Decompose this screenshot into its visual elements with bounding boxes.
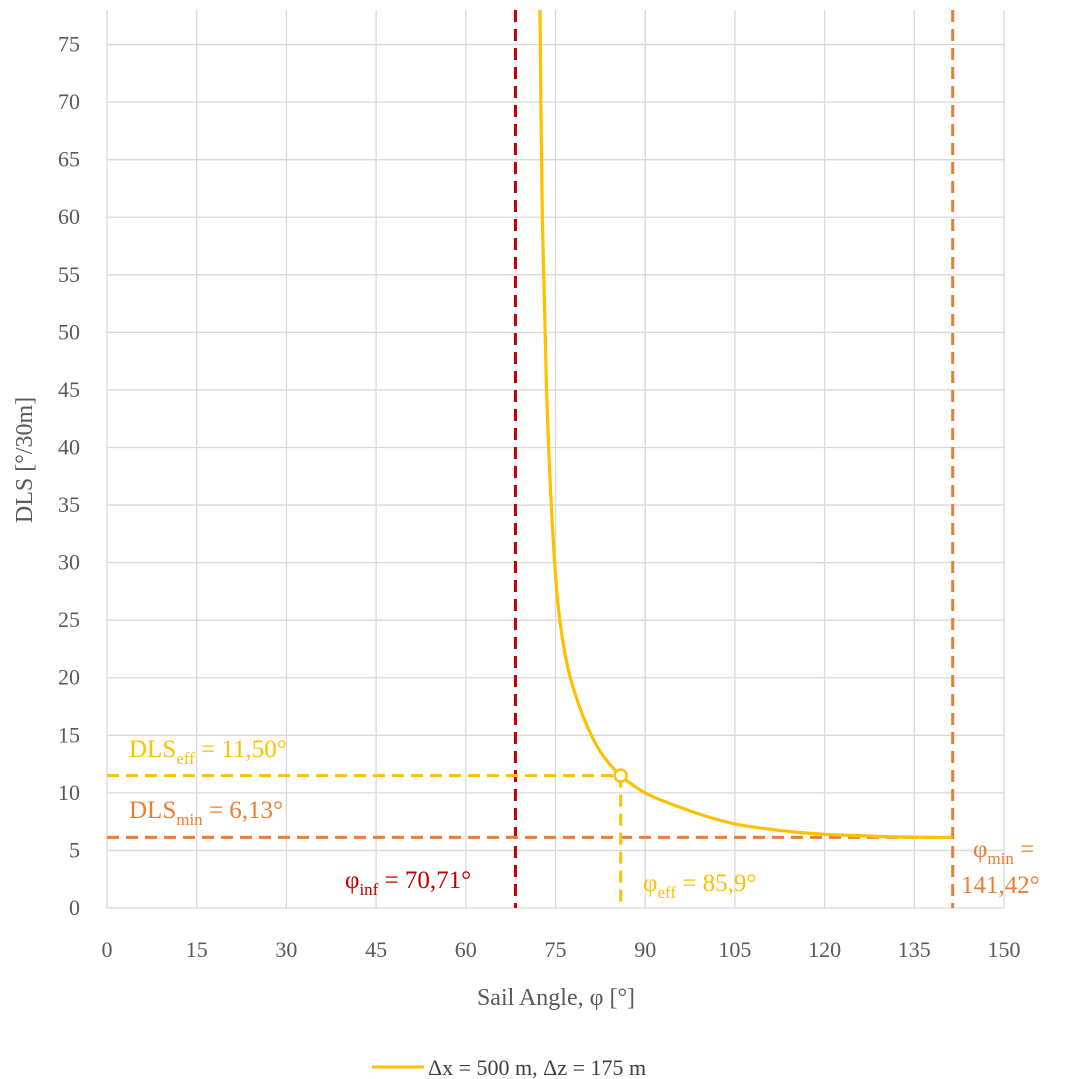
x-tick-label: 15 — [186, 937, 208, 962]
y-tick-label: 55 — [58, 262, 80, 287]
y-tick-label: 30 — [58, 550, 80, 575]
y-axis-title: DLS [°/30m] — [12, 397, 38, 523]
y-tick-label: 50 — [58, 319, 80, 344]
annotations: φinf = 70,71° φmin = 141,42° DLSmin = 6,13°… — [129, 736, 1040, 902]
y-tick-label: 20 — [58, 665, 80, 690]
phi-eff-label: φeff = 85,9° — [643, 870, 756, 902]
y-tick-label: 70 — [58, 89, 80, 114]
dls-eff-label: DLSeff = 11,50° — [129, 736, 287, 768]
x-tick-label: 150 — [988, 937, 1021, 962]
y-tick-label: 60 — [58, 204, 80, 229]
y-tick-label: 0 — [69, 895, 80, 920]
y-tick-label: 40 — [58, 434, 80, 459]
x-tick-label: 45 — [365, 937, 387, 962]
phi-inf-label: φinf = 70,71° — [345, 867, 471, 899]
series-point — [613, 768, 628, 783]
x-tick-label: 105 — [718, 937, 751, 962]
x-tick-label: 75 — [545, 937, 567, 962]
reference-lines — [107, 10, 955, 908]
y-tick-label: 35 — [58, 492, 80, 517]
x-axis-title: Sail Angle, φ [°] — [477, 985, 635, 1011]
x-tick-label: 90 — [634, 937, 656, 962]
series-line — [538, 9, 953, 840]
x-tick-label: 30 — [275, 937, 297, 962]
y-tick-label: 65 — [58, 147, 80, 172]
y-tick-label: 25 — [58, 607, 80, 632]
y-tick-label: 15 — [58, 722, 80, 747]
y-tick-label: 75 — [58, 32, 80, 57]
y-tick-label: 5 — [69, 837, 80, 862]
dls-min-label: DLSmin = 6,13° — [129, 797, 283, 829]
x-tick-label: 120 — [808, 937, 841, 962]
legend: Δx = 500 m, Δz = 175 m — [372, 1055, 646, 1079]
phi-min-label: φmin = — [973, 836, 1034, 868]
x-tick-label: 135 — [898, 937, 931, 962]
y-tick-label: 45 — [58, 377, 80, 402]
grid — [106, 10, 1005, 909]
y-tick-label: 10 — [58, 780, 80, 805]
x-tick-label: 0 — [102, 937, 113, 962]
tick-labels: 0 15 30 45 60 75 90 105 120 135 150 0 5 10 15 20 25 30 35 4… — [58, 32, 1021, 962]
legend-label: Δx = 500 m, Δz = 175 m — [428, 1055, 646, 1079]
series-layer — [538, 9, 953, 840]
phi-min-label-line2: 141,42° — [961, 872, 1040, 899]
x-tick-label: 60 — [455, 937, 477, 962]
